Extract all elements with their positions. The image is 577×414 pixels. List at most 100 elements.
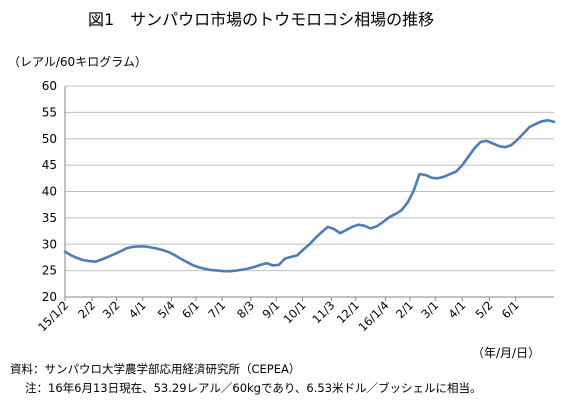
data-point: [315, 237, 317, 239]
data-point: [406, 202, 408, 204]
data-point: [535, 123, 537, 125]
data-point: [492, 142, 494, 145]
x-tick-label: 6/1: [499, 298, 522, 321]
data-point: [425, 174, 427, 176]
y-axis-ticks: 20 25 30 35 40 45 50 55 60: [42, 79, 57, 304]
data-point: [107, 256, 109, 258]
data-point: [70, 254, 72, 256]
data-point: [278, 264, 280, 266]
data-point: [351, 226, 353, 228]
data-point: [480, 141, 482, 143]
data-point: [211, 269, 213, 271]
data-point: [547, 119, 549, 121]
data-point: [339, 232, 341, 234]
y-tick-label: 30: [42, 237, 57, 251]
data-point: [217, 270, 219, 272]
x-tick-label: 7/1: [205, 298, 228, 321]
data-point: [113, 253, 115, 255]
data-point: [455, 170, 457, 173]
data-point: [528, 126, 531, 128]
x-tick-label: 5/2: [473, 298, 496, 321]
data-point: [443, 176, 445, 178]
data-point: [247, 267, 249, 270]
chart-title: 図1 サンパウロ市場のトウモロコシ相場の推移: [88, 10, 434, 29]
data-point: [363, 225, 366, 227]
data-point: [553, 121, 555, 123]
data-point: [284, 257, 286, 260]
data-point: [321, 231, 323, 233]
data-point: [296, 254, 298, 256]
data-point: [431, 177, 433, 179]
data-point: [412, 190, 414, 193]
data-point: [235, 270, 237, 272]
data-point: [418, 173, 421, 175]
data-point: [88, 260, 91, 262]
y-tick-label: 55: [42, 105, 57, 119]
data-point: [394, 213, 396, 215]
price-series-line: [63, 119, 556, 273]
data-point: [137, 245, 139, 247]
data-point: [449, 173, 451, 175]
data-point: [186, 261, 188, 263]
data-point: [229, 270, 231, 272]
data-point: [95, 261, 97, 263]
data-point: [119, 251, 121, 253]
y-tick-label: 50: [42, 132, 57, 146]
data-point: [467, 156, 469, 158]
data-point: [266, 262, 268, 264]
data-point: [504, 146, 506, 148]
data-point: [486, 140, 488, 142]
data-point: [156, 247, 158, 250]
y-tick-label: 35: [42, 211, 57, 225]
data-point: [388, 216, 390, 218]
data-point: [308, 243, 311, 245]
y-tick-label: 40: [42, 185, 57, 199]
data-point: [522, 132, 525, 135]
data-point: [143, 245, 146, 247]
data-point: [125, 247, 127, 250]
x-tick-label: 4/1: [126, 298, 149, 321]
data-point: [241, 269, 243, 271]
data-point: [260, 264, 262, 266]
data-point: [357, 224, 359, 226]
x-tick-label: 11/3: [309, 298, 337, 326]
x-tick-label: 6/1: [179, 298, 202, 321]
x-tick-label: 10/1: [280, 298, 308, 326]
data-point: [302, 248, 304, 251]
y-tick-label: 25: [42, 264, 57, 278]
data-point: [333, 228, 335, 230]
data-point: [376, 225, 378, 227]
data-point: [327, 226, 329, 228]
gridlines: [65, 85, 554, 272]
y-tick-label: 20: [42, 290, 57, 304]
axes: [64, 86, 554, 298]
data-point: [370, 227, 372, 229]
data-point: [205, 268, 207, 270]
data-point: [437, 177, 439, 179]
data-point: [174, 254, 176, 256]
y-axis-unit-label: （レアル/60キログラム）: [8, 55, 147, 69]
data-point: [150, 246, 152, 248]
data-point: [131, 246, 133, 248]
data-point: [180, 258, 182, 260]
x-tick-label: 16/1/4: [356, 298, 392, 334]
data-point: [272, 264, 274, 266]
data-point: [198, 266, 201, 269]
data-point: [253, 266, 256, 268]
data-point: [76, 257, 78, 259]
y-tick-label: 45: [42, 158, 57, 172]
data-point: [192, 264, 194, 266]
footnote: 注：16年6月13日現在、53.29レアル／60kgであり、6.53米ドル／ブッ…: [25, 381, 482, 395]
data-point: [510, 144, 512, 146]
data-point: [345, 229, 347, 231]
data-point: [382, 221, 384, 223]
data-point: [101, 258, 103, 261]
x-tick-label: 3/2: [100, 298, 123, 321]
data-point: [82, 259, 84, 261]
data-point: [64, 251, 66, 253]
x-tick-label: 2/2: [75, 298, 98, 321]
data-point: [290, 256, 292, 258]
data-point: [498, 145, 500, 147]
x-tick-label: 8/3: [234, 298, 257, 321]
